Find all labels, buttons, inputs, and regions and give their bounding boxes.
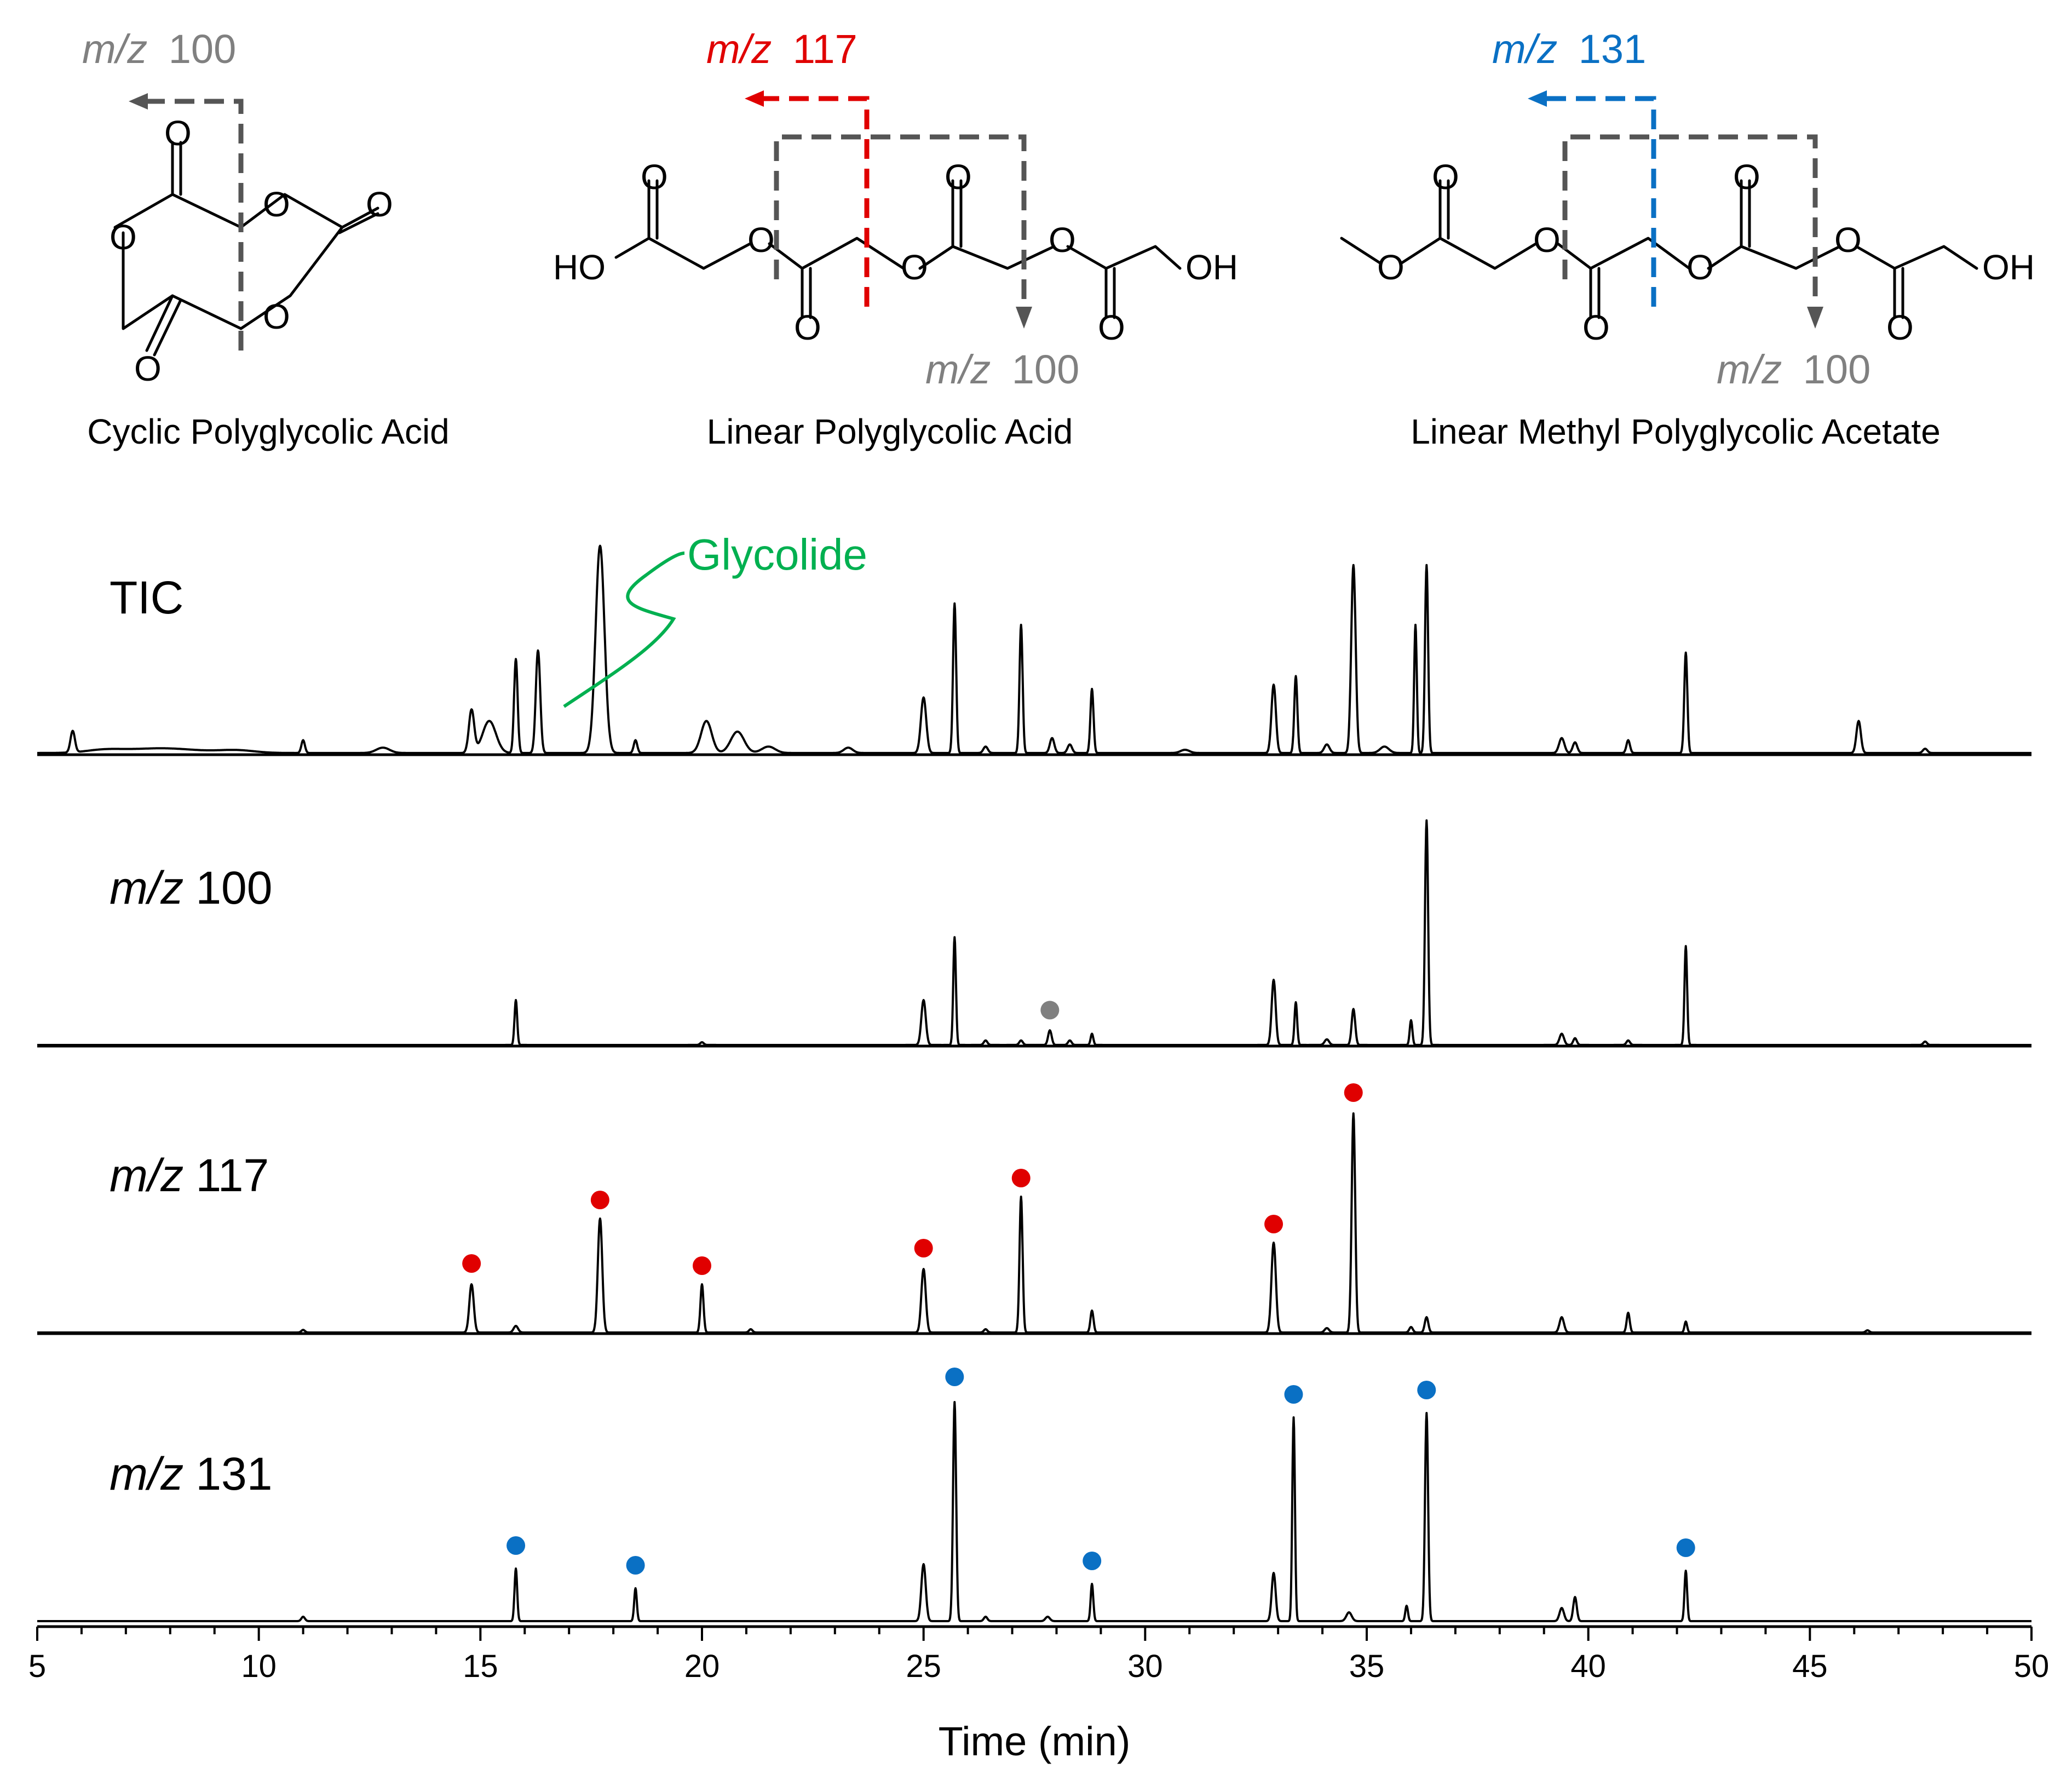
carbonyl-oxygen-3: O — [945, 157, 972, 197]
carbonyl-oxygen-1: O — [1432, 157, 1459, 197]
x-axis-ticks: 5 10 15 20 25 30 35 40 45 50 — [28, 1627, 2049, 1684]
series-line — [36, 544, 2033, 754]
carbonyl-oxygen-1: O — [641, 157, 668, 197]
series-label-value: 100 — [195, 862, 272, 914]
series-label-value: 131 — [195, 1448, 272, 1500]
fragment-value: 100 — [169, 26, 236, 72]
series-label: m/z 117 — [110, 1150, 269, 1201]
fragment-prefix: m/z — [925, 347, 991, 392]
fragment-label-linear-100: m/z 100 — [925, 347, 1079, 392]
carbonyl-oxygen-bottom: O — [134, 349, 162, 388]
series-label-prefix: m/z — [110, 1150, 183, 1201]
fragment-value: 100 — [1803, 347, 1870, 392]
hydroxyl-right: OH — [1982, 248, 2035, 287]
series-label-prefix: m/z — [110, 1448, 183, 1500]
peak-marker — [914, 1239, 933, 1257]
ring-oxygen-left: O — [110, 217, 137, 257]
fragment-label-methyl-131: m/z 131 — [1492, 26, 1646, 72]
series-label: m/z 131 — [110, 1448, 272, 1500]
peak-marker — [1083, 1552, 1102, 1570]
peak-marker — [1344, 1083, 1363, 1102]
ring-oxygen-bottom: O — [263, 297, 290, 336]
glycolide-label: Glycolide — [687, 530, 867, 579]
fragment-value: 131 — [1579, 26, 1646, 72]
fragment-prefix: m/z — [1492, 26, 1557, 72]
fragment-label-linear-117: m/z 117 — [706, 26, 857, 72]
methoxy-oxygen: O — [1377, 248, 1405, 287]
series-label: m/z 100 — [110, 862, 272, 914]
series-label-value: 117 — [195, 1150, 269, 1201]
trace-panel-0: TIC — [36, 544, 2033, 756]
series-label-prefix: m/z — [110, 862, 183, 914]
x-tick-label: 20 — [684, 1649, 720, 1684]
peak-marker — [507, 1536, 526, 1555]
carbonyl-oxygen-3: O — [1733, 157, 1760, 197]
ester-oxygen-3: O — [1049, 220, 1076, 260]
ester-oxygen-1: O — [1533, 220, 1561, 260]
carbonyl-oxygen-right: O — [366, 185, 393, 224]
series-line — [36, 1112, 2033, 1334]
series-label-value: TIC — [110, 572, 183, 623]
x-tick-label: 40 — [1570, 1649, 1606, 1684]
ester-oxygen-1: O — [747, 220, 775, 260]
trace-panel-1: m/z 100 — [36, 819, 2033, 1048]
x-tick-label: 50 — [2014, 1649, 2050, 1684]
ester-oxygen-3: O — [1834, 220, 1862, 260]
peak-marker — [462, 1254, 481, 1273]
fragment-label-cyclic-100: m/z 100 — [82, 26, 236, 72]
hydroxyl-left: HO — [553, 248, 606, 287]
series-line — [36, 819, 2033, 1046]
trace-panel-2: m/z 117 — [36, 1083, 2033, 1335]
fragment-value: 117 — [793, 26, 857, 72]
trace-panel-3: m/z 131 — [36, 1368, 2033, 1622]
carbonyl-oxygen-top: O — [164, 113, 192, 153]
x-tick-label: 5 — [28, 1649, 46, 1684]
carbonyl-oxygen-2: O — [1582, 308, 1610, 347]
peak-marker — [693, 1256, 711, 1275]
peak-marker — [590, 1191, 609, 1209]
linear-methyl-pga-structure: O O O O OH O O O O m/z 131 m/z 100 Linea… — [1340, 26, 2035, 451]
structure-name-linear: Linear Polyglycolic Acid — [707, 412, 1073, 451]
glycolide-pointer — [563, 552, 685, 708]
glycolide-annotation: Glycolide — [563, 530, 867, 708]
structure-name-methyl: Linear Methyl Polyglycolic Acetate — [1411, 412, 1941, 451]
carbonyl-oxygen-4: O — [1886, 308, 1914, 347]
peak-marker — [1040, 1001, 1060, 1020]
x-tick-label: 25 — [906, 1649, 941, 1684]
ester-oxygen-2: O — [901, 248, 928, 287]
x-tick-label: 15 — [463, 1649, 498, 1684]
peak-marker — [1676, 1538, 1695, 1557]
fragment-label-methyl-100: m/z 100 — [1717, 347, 1870, 392]
carbonyl-oxygen-4: O — [1098, 308, 1125, 347]
peak-marker — [945, 1368, 964, 1386]
linear-pga-structure: HO O O O OH O O O O m/z 117 m/z 100 Line… — [553, 26, 1238, 451]
x-axis: 5 10 15 20 25 30 35 40 45 50 Time (min) — [28, 1625, 2049, 1764]
peak-marker — [1011, 1169, 1031, 1187]
cyclic-pga-structure: O O O O O O m/z 100 Cyclic Polyglycolic … — [82, 26, 450, 451]
fragment-prefix: m/z — [1717, 347, 1782, 392]
carbonyl-oxygen-2: O — [794, 308, 821, 347]
series-line — [36, 1401, 2033, 1622]
hydroxyl-right: OH — [1185, 248, 1238, 287]
fragment-value: 100 — [1012, 347, 1079, 392]
peak-marker — [1284, 1385, 1303, 1404]
structure-name-cyclic: Cyclic Polyglycolic Acid — [87, 412, 450, 451]
x-tick-label: 10 — [241, 1649, 277, 1684]
x-tick-label: 30 — [1127, 1649, 1163, 1684]
x-axis-title: Time (min) — [939, 1719, 1131, 1764]
x-tick-label: 35 — [1349, 1649, 1385, 1684]
ester-oxygen-2: O — [1687, 248, 1714, 287]
x-tick-label: 45 — [1792, 1649, 1828, 1684]
fragment-prefix: m/z — [706, 26, 772, 72]
peak-marker — [1417, 1381, 1436, 1399]
peak-marker — [626, 1556, 645, 1575]
ring-oxygen-top: O — [263, 185, 290, 224]
fragment-prefix: m/z — [82, 26, 147, 72]
series-label: TIC — [110, 572, 183, 623]
peak-marker — [1264, 1215, 1284, 1233]
